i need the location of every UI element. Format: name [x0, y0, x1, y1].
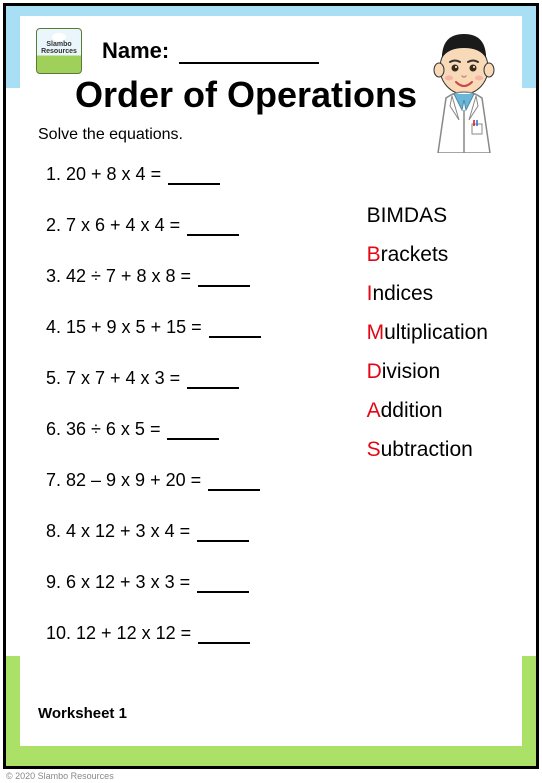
worksheet-number: Worksheet 1 [38, 705, 127, 722]
answer-line[interactable] [208, 489, 260, 491]
instruction-text: Solve the equations. [38, 126, 183, 144]
problem-item: 6. 36 ÷ 6 x 5 = [46, 419, 261, 440]
answer-line[interactable] [187, 387, 239, 389]
worksheet-sheet: Slambo Resources Name: [20, 16, 522, 746]
name-label: Name: [102, 38, 169, 63]
problem-text: 3. 42 ÷ 7 + 8 x 8 = [46, 266, 191, 286]
problem-text: 8. 4 x 12 + 3 x 4 = [46, 521, 190, 541]
bimdas-header: BIMDAS [367, 204, 488, 228]
answer-line[interactable] [198, 642, 250, 644]
problem-item: 5. 7 x 7 + 4 x 3 = [46, 368, 261, 389]
bimdas-item: Division [367, 360, 488, 384]
bimdas-item: Indices [367, 282, 488, 306]
bimdas-item: Multiplication [367, 321, 488, 345]
logo-text: Slambo Resources [41, 41, 77, 55]
brand-logo: Slambo Resources [36, 28, 82, 74]
problem-text: 1. 20 + 8 x 4 = [46, 164, 161, 184]
problem-list: 1. 20 + 8 x 4 = 2. 7 x 6 + 4 x 4 = 3. 42… [46, 164, 261, 674]
problem-item: 8. 4 x 12 + 3 x 4 = [46, 521, 261, 542]
bimdas-word: ivision [382, 360, 440, 383]
bimdas-item: Brackets [367, 243, 488, 267]
bimdas-word: ddition [381, 399, 443, 422]
problem-text: 7. 82 – 9 x 9 + 20 = [46, 470, 201, 490]
bimdas-item: Subtraction [367, 438, 488, 462]
bimdas-letter: M [367, 321, 385, 344]
problem-item: 1. 20 + 8 x 4 = [46, 164, 261, 185]
name-field: Name: [102, 38, 319, 64]
bimdas-word: ubtraction [381, 438, 473, 461]
answer-line[interactable] [197, 540, 249, 542]
bimdas-word: ultiplication [384, 321, 488, 344]
bimdas-letter: B [367, 243, 381, 266]
answer-line[interactable] [198, 285, 250, 287]
answer-line[interactable] [187, 234, 239, 236]
bimdas-letter: S [367, 438, 381, 461]
problem-text: 9. 6 x 12 + 3 x 3 = [46, 572, 190, 592]
copyright-text: © 2020 Slambo Resources [6, 771, 114, 781]
answer-line[interactable] [197, 591, 249, 593]
answer-line[interactable] [209, 336, 261, 338]
problem-text: 10. 12 + 12 x 12 = [46, 623, 191, 643]
bimdas-item: Addition [367, 399, 488, 423]
problem-item: 10. 12 + 12 x 12 = [46, 623, 261, 644]
problem-item: 9. 6 x 12 + 3 x 3 = [46, 572, 261, 593]
bimdas-letter: D [367, 360, 382, 383]
character-avatar [424, 28, 504, 153]
answer-line[interactable] [167, 438, 219, 440]
bimdas-word: rackets [381, 243, 449, 266]
problem-item: 7. 82 – 9 x 9 + 20 = [46, 470, 261, 491]
bimdas-legend: BIMDAS Brackets Indices Multiplication D… [367, 204, 488, 477]
problem-text: 5. 7 x 7 + 4 x 3 = [46, 368, 180, 388]
name-input-line[interactable] [179, 62, 319, 64]
bimdas-word: ndices [372, 282, 433, 305]
problem-text: 4. 15 + 9 x 5 + 15 = [46, 317, 202, 337]
problem-item: 3. 42 ÷ 7 + 8 x 8 = [46, 266, 261, 287]
problem-item: 2. 7 x 6 + 4 x 4 = [46, 215, 261, 236]
answer-line[interactable] [168, 183, 220, 185]
bimdas-letter: A [367, 399, 381, 422]
problem-text: 2. 7 x 6 + 4 x 4 = [46, 215, 180, 235]
problem-item: 4. 15 + 9 x 5 + 15 = [46, 317, 261, 338]
problem-text: 6. 36 ÷ 6 x 5 = [46, 419, 160, 439]
